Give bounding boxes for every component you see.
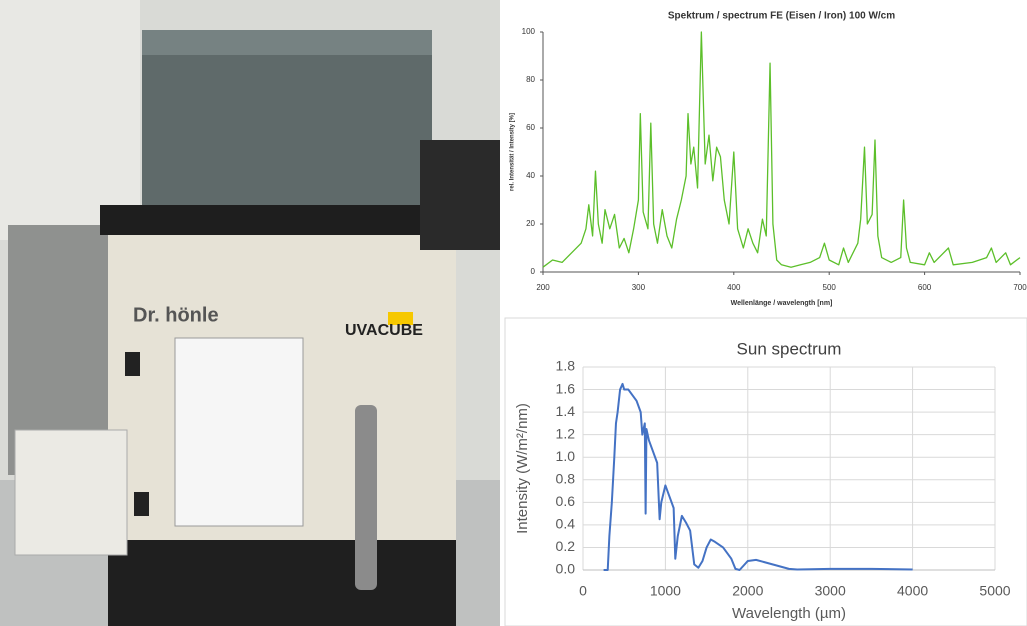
x-tick-label: 0: [579, 583, 587, 599]
cube-lid: [100, 205, 460, 235]
x-tick-label: 3000: [815, 583, 846, 599]
y-axis-label: Intensity (W/m²/nm): [514, 403, 531, 534]
label-sheet: [174, 337, 304, 527]
y-tick-label: 80: [526, 75, 535, 84]
y-tick-label: 1.6: [556, 380, 576, 396]
chart-title: Sun spectrum: [737, 339, 842, 358]
photo: Dr. hönle UVACUBE: [0, 0, 500, 626]
x-tick-label: 1000: [650, 583, 681, 599]
y-tick-label: 1.8: [556, 358, 576, 374]
power-unit: [14, 429, 128, 556]
lamp-top: [142, 30, 432, 55]
y-tick-label: 20: [526, 219, 535, 228]
y-tick-label: 0.6: [556, 493, 576, 509]
sticker: [388, 312, 413, 325]
handle: [355, 405, 377, 590]
x-tick-label: 2000: [732, 583, 763, 599]
y-tick-label: 1.2: [556, 425, 576, 441]
x-tick-label: 400: [727, 283, 741, 292]
x-tick-label: 4000: [897, 583, 928, 599]
x-tick-label: 200: [536, 283, 550, 292]
wall: [0, 0, 140, 240]
y-tick-label: 100: [522, 27, 536, 36]
x-tick-label: 500: [823, 283, 837, 292]
monitor: [420, 140, 500, 250]
x-tick-label: 300: [632, 283, 646, 292]
x-axis-label: Wavelength (µm): [732, 605, 846, 622]
y-axis-label: rel. Intensität / Intensity [%]: [510, 113, 516, 191]
series-line: [603, 382, 913, 571]
y-tick-label: 0.0: [556, 561, 576, 577]
brand-label: Dr. hönle: [133, 304, 219, 326]
x-axis-label: Wellenlänge / wavelength [nm]: [731, 300, 833, 307]
y-tick-label: 0.2: [556, 538, 576, 554]
y-tick-label: 40: [526, 171, 535, 180]
hinge: [134, 492, 149, 516]
cube-base: [108, 540, 456, 626]
y-tick-label: 60: [526, 123, 535, 132]
y-tick-label: 1.0: [556, 448, 576, 464]
y-tick-label: 0.8: [556, 470, 576, 486]
x-tick-label: 600: [918, 283, 932, 292]
x-tick-label: 700: [1013, 283, 1027, 292]
x-tick-label: 5000: [979, 583, 1010, 599]
y-tick-label: 0.4: [556, 516, 576, 532]
hinge: [125, 352, 140, 376]
y-tick-label: 0: [531, 267, 536, 276]
series-line: [542, 31, 1021, 268]
chart-title: Spektrum / spectrum FE (Eisen / Iron) 10…: [668, 11, 895, 22]
product-label: UVACUBE: [345, 322, 423, 339]
chart-frame: [504, 317, 1027, 626]
y-tick-label: 1.4: [556, 403, 576, 419]
lamp-housing: [142, 30, 432, 210]
